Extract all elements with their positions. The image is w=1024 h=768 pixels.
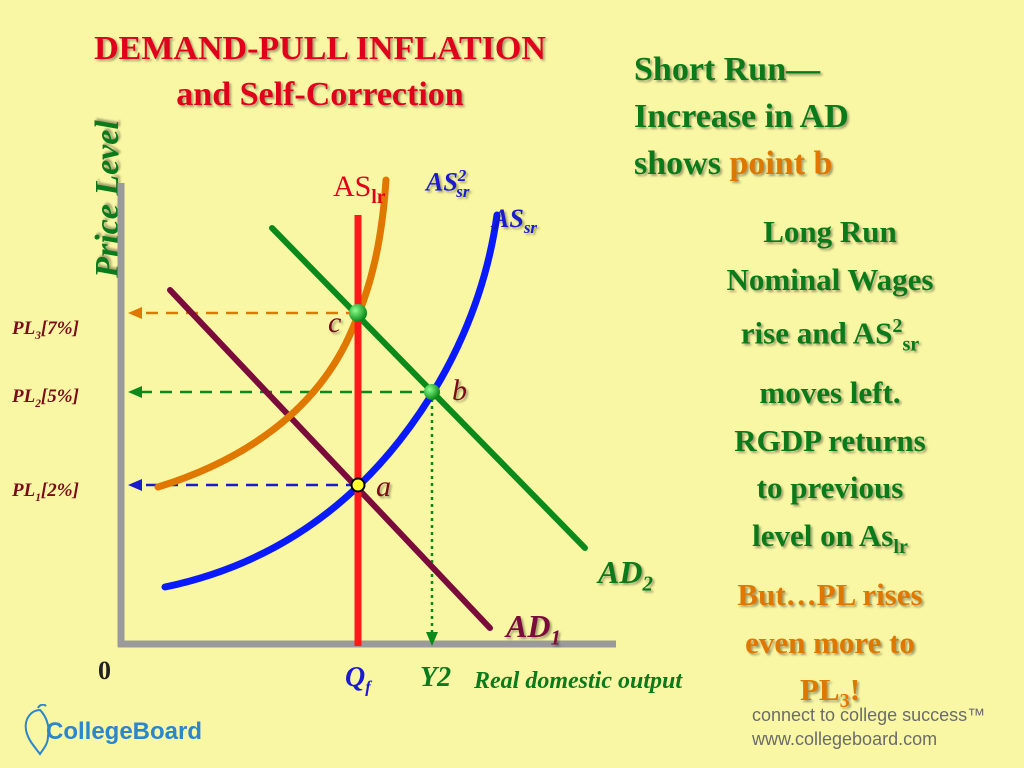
pl1-prefix: PL <box>12 480 36 501</box>
ad2-label-main: AD <box>598 554 643 590</box>
pl3-label: PL3[7%] <box>12 318 79 342</box>
website-link[interactable]: www.collegeboard.com <box>752 729 938 749</box>
long-run-text: rise and AS <box>740 315 893 351</box>
pl3-prefix: PL <box>12 318 36 339</box>
short-run-line: shows point b <box>634 140 934 187</box>
y2-label: Y2 <box>420 662 452 693</box>
point-b-marker <box>424 384 440 400</box>
long-run-line: Nominal Wages <box>726 261 934 297</box>
pl2-sub: 2 <box>35 397 41 410</box>
long-run-text: PL <box>799 672 840 708</box>
long-run-sub: sr <box>902 333 920 356</box>
point-b-highlight: point b <box>729 145 833 182</box>
long-run-line: rise and AS2sr <box>690 303 970 369</box>
as-lr-label-main: AS <box>333 170 372 203</box>
collegeboard-logo-icon <box>24 704 50 756</box>
qf-label: Qf <box>345 662 371 698</box>
as2-sr-label-main: AS <box>426 167 458 197</box>
long-run-text: level on As <box>752 517 894 553</box>
long-run-line: Long Run <box>763 214 897 249</box>
ad2-label-sub: 2 <box>642 572 653 596</box>
as-lr-label: ASlr <box>333 170 385 209</box>
point-c-label: c <box>328 306 342 339</box>
pl1-arrowhead <box>128 479 142 491</box>
pl2-prefix: PL <box>12 386 36 407</box>
long-run-sub: lr <box>893 535 908 558</box>
pl1-sub: 1 <box>35 491 41 504</box>
point-b-label: b <box>452 374 467 407</box>
as2-sr-label-sup: 2 <box>457 166 467 185</box>
point-c-marker <box>349 304 367 322</box>
long-run-line: But…PL rises <box>737 577 923 613</box>
long-run-line: to previous <box>756 470 904 506</box>
brand-name: CollegeBoard <box>46 718 203 745</box>
pl2-label: PL2[5%] <box>12 386 79 410</box>
pl3-suffix: [7%] <box>40 318 79 339</box>
as2-sr-label-sub: sr <box>456 181 470 201</box>
as-sr-label: ASsr <box>492 204 537 238</box>
ad1-curve <box>167 287 493 631</box>
as-lr-label-sub: lr <box>371 187 386 208</box>
pl1-label: PL1[2%] <box>12 480 79 504</box>
pl3-arrowhead <box>128 307 142 319</box>
long-run-note: Long Run Nominal Wages rise and AS2sr mo… <box>690 208 970 726</box>
long-run-text: ! <box>849 672 861 708</box>
as2-sr-label: AS2sr <box>426 166 469 202</box>
as-sr-curve <box>161 211 501 591</box>
page-title: DEMAND-PULL INFLATION <box>94 30 546 67</box>
x-axis-label: Real domestic output <box>474 668 683 694</box>
short-run-text: shows <box>634 145 730 182</box>
short-run-note: Short Run— Increase in AD shows point b <box>634 46 934 187</box>
long-run-sup: 2 <box>892 315 903 337</box>
qf-sub: f <box>365 677 371 697</box>
pl1-suffix: [2%] <box>40 480 79 501</box>
ad2-label: AD2 <box>598 554 653 596</box>
long-run-line: RGDP returns <box>734 422 926 458</box>
pl2-arrowhead <box>128 386 142 398</box>
qf-main: Q <box>345 662 366 693</box>
long-run-line: moves left. <box>759 375 901 411</box>
short-run-line: Increase in AD <box>634 98 849 135</box>
short-run-line: Short Run— <box>634 51 821 88</box>
point-a-marker <box>350 477 366 493</box>
as-sr-label-sub: sr <box>523 218 537 238</box>
y2-arrowhead <box>426 632 438 646</box>
long-run-line: level on Aslr <box>690 512 970 572</box>
tagline: connect to college success™ <box>752 705 986 725</box>
origin-label: 0 <box>98 656 111 685</box>
as-sr-label-main: AS <box>492 204 524 233</box>
page-subtitle: and Self-Correction <box>176 76 464 113</box>
ad1-label-sub: 1 <box>550 626 561 650</box>
pl2-suffix: [5%] <box>40 386 79 407</box>
point-a-label: a <box>376 470 391 503</box>
long-run-line: even more to <box>745 624 915 660</box>
ad1-label-main: AD <box>506 608 551 644</box>
pl3-sub: 3 <box>35 329 41 342</box>
long-run-line: PL3! <box>690 666 970 726</box>
ad1-label: AD1 <box>506 608 561 650</box>
as2-sr-curve <box>154 176 390 491</box>
long-run-sub: 3 <box>839 690 850 713</box>
